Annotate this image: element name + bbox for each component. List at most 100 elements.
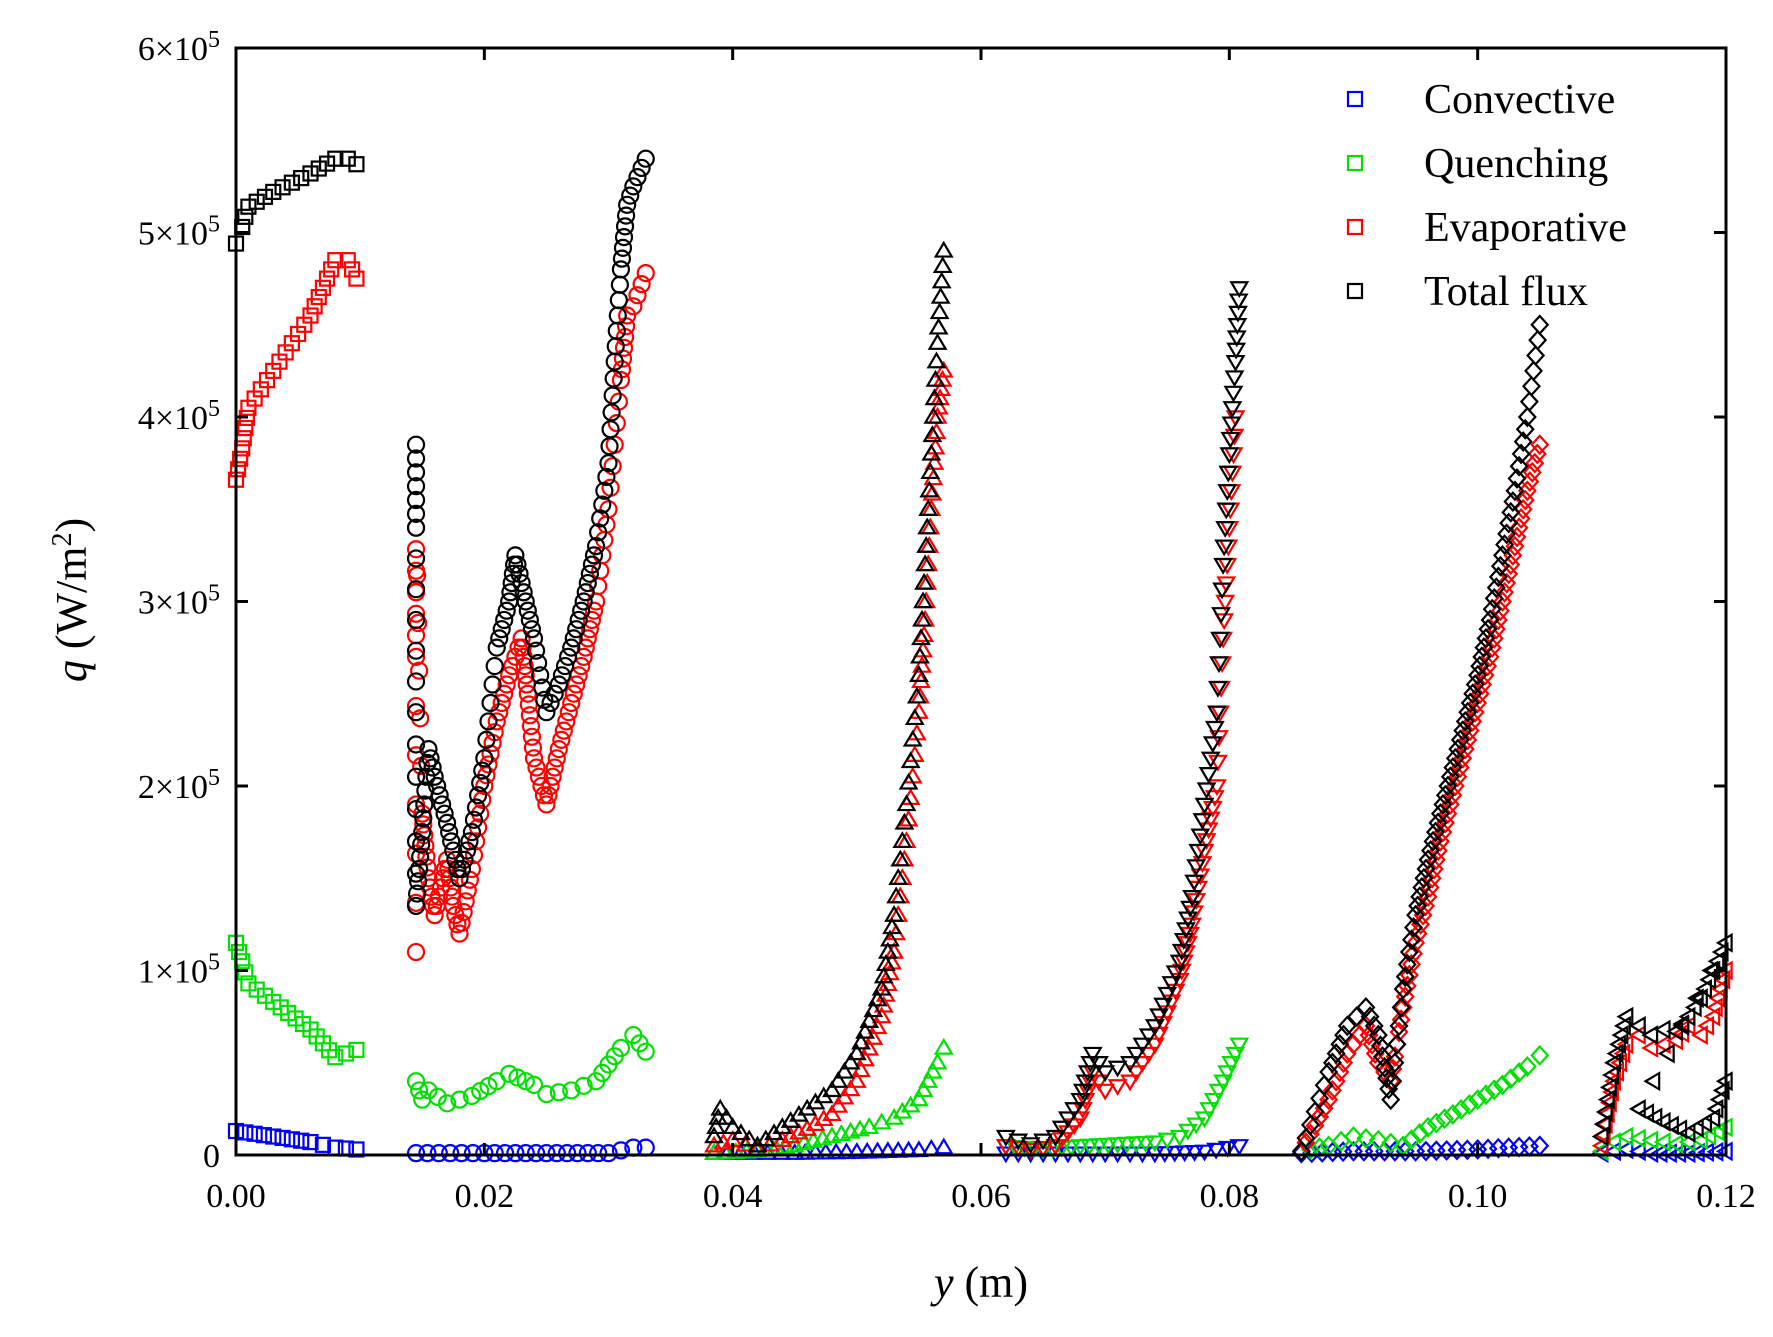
legend: Convective Quenching Evaporative Total flux (1346, 77, 1627, 315)
total-flux-point (611, 260, 631, 279)
total-flux-point (1364, 1015, 1384, 1037)
evaporative-point (487, 712, 506, 731)
total-flux-point (704, 1126, 724, 1144)
total-flux-point (930, 286, 951, 304)
total-flux-point (1149, 1008, 1169, 1026)
total-flux-point (248, 193, 265, 210)
evaporative-point (458, 881, 477, 900)
quenching-point (1604, 1132, 1621, 1153)
evaporative-point (1064, 1118, 1085, 1136)
quenching-point (410, 1081, 429, 1100)
quenching-point (1381, 1132, 1401, 1154)
total-flux-point (589, 523, 608, 542)
total-flux-point (406, 549, 426, 568)
evaporative-point (1653, 1034, 1671, 1055)
total-flux-point (1209, 656, 1229, 674)
convective-point (1678, 1143, 1696, 1164)
convective-point (293, 1132, 310, 1149)
quenching-point (327, 1049, 344, 1066)
quenching-point (1530, 1044, 1550, 1066)
total-flux-point (1200, 751, 1221, 769)
total-flux-point (1220, 431, 1241, 449)
total-flux-point (406, 610, 426, 630)
convective-point (246, 1125, 263, 1142)
total-flux-point (614, 228, 634, 247)
total-flux-point (428, 776, 447, 796)
total-flux-point (574, 592, 593, 611)
evaporative-point (1385, 1046, 1405, 1068)
evaporative-point (534, 786, 554, 805)
convective-point (1229, 1139, 1250, 1156)
quenching-point (1356, 1127, 1376, 1149)
evaporative-point (1602, 1082, 1619, 1102)
evaporative-point (539, 786, 558, 805)
total-flux-point (555, 656, 575, 676)
quenching-point (1368, 1129, 1388, 1151)
evaporative-point (1020, 1142, 1041, 1160)
quenching-point (1459, 1094, 1479, 1116)
evaporative-point (562, 693, 581, 713)
total-flux-point (624, 177, 643, 196)
total-flux-point (1347, 1006, 1367, 1028)
total-flux-point (1490, 555, 1510, 577)
convective-point (495, 1144, 515, 1163)
total-flux-point (1186, 859, 1207, 877)
total-flux-point (1684, 997, 1702, 1018)
total-flux-point (524, 629, 544, 648)
convective-point (274, 1129, 291, 1147)
evaporative-point (1703, 1006, 1721, 1027)
convective-point (805, 1142, 826, 1160)
total-flux-point (612, 249, 632, 268)
evaporative-point (348, 270, 365, 287)
x-tick-label: 0.06 (951, 1178, 1011, 1215)
total-flux-point (1404, 917, 1423, 938)
total-flux-point (873, 966, 894, 984)
evaporative-point (523, 738, 543, 757)
evaporative-point (1215, 594, 1236, 612)
evaporative-point (1713, 969, 1731, 990)
total-flux-point (473, 761, 492, 780)
total-flux-point (562, 638, 581, 657)
total-flux-point (512, 573, 531, 593)
total-flux-point (406, 864, 426, 883)
total-flux-point (477, 730, 496, 749)
total-flux-point (591, 509, 610, 528)
total-flux-point (406, 580, 426, 599)
total-flux-point (406, 477, 426, 496)
total-flux-point (1657, 1043, 1675, 1064)
total-flux-point (1528, 329, 1548, 351)
total-flux-point (1484, 587, 1504, 609)
total-flux-point (918, 499, 939, 516)
total-flux-point (900, 751, 921, 769)
evaporative-point (1089, 1074, 1109, 1092)
evaporative-point (429, 887, 448, 906)
quenching-point (1476, 1084, 1496, 1106)
total-flux-point (890, 849, 911, 867)
evaporative-point (314, 279, 332, 296)
total-flux-point (423, 758, 442, 777)
total-flux-point (628, 168, 647, 187)
total-flux-point (582, 555, 602, 574)
total-flux-point (580, 564, 599, 583)
total-flux-point (479, 712, 498, 731)
total-flux-point (514, 583, 533, 602)
total-flux-point (1082, 1046, 1103, 1064)
y-axis-unit-pre: (W/m (47, 547, 96, 661)
total-flux-point (1499, 512, 1519, 534)
total-flux-point (880, 929, 900, 947)
total-flux-point (1611, 1025, 1629, 1045)
total-flux-point (906, 686, 927, 704)
total-flux-point (1515, 418, 1535, 440)
quenching-point (1517, 1056, 1537, 1077)
total-flux-point (430, 786, 449, 805)
total-flux-point (1219, 447, 1240, 465)
legend-marker-evaporative (1346, 218, 1364, 236)
total-flux-point (882, 917, 902, 935)
x-axis-title: y (m) (930, 1258, 1028, 1307)
total-flux-point (925, 369, 946, 387)
quenching-point (1157, 1132, 1178, 1150)
evaporative-point (828, 1095, 849, 1113)
total-flux-point (406, 896, 426, 916)
quenching-point (933, 1037, 954, 1055)
evaporative-point (425, 906, 444, 925)
